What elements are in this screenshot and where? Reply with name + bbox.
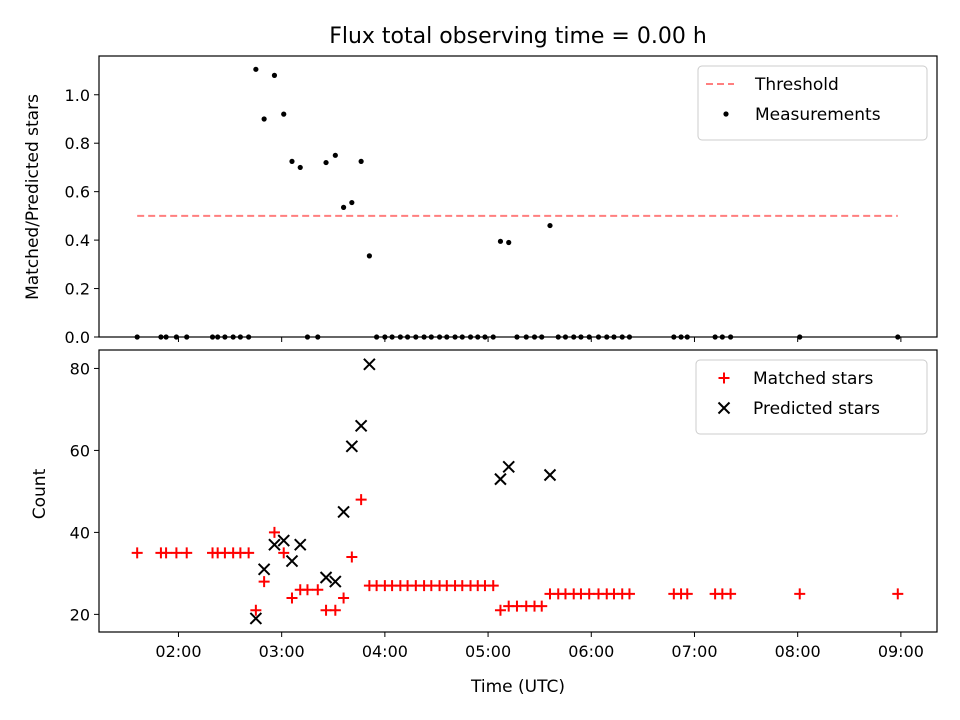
matched-stars-point: [181, 547, 193, 559]
x-tick-label: 04:00: [362, 642, 408, 661]
predicted-stars-point: [345, 440, 359, 453]
x-tick-label: 08:00: [775, 642, 821, 661]
y-tick-label: 40: [70, 523, 90, 542]
matched-stars-point: [268, 526, 280, 538]
x-tick-label: 06:00: [568, 642, 614, 661]
predicted-stars-point: [337, 505, 350, 519]
matched-stars-point: [355, 494, 367, 506]
measurements-point: [358, 158, 364, 164]
legend: Matched stars Predicted stars: [695, 359, 928, 435]
y-tick-label: 80: [70, 359, 90, 378]
x-tick-label: 07:00: [671, 642, 717, 661]
bottom-y-axis-label: Count: [30, 468, 50, 519]
measurements-point: [261, 116, 267, 122]
legend-swatch-predicted-stars: [717, 401, 731, 415]
plot-frame: [98, 55, 938, 338]
matched-stars-point: [160, 547, 172, 559]
predicted-stars-point: [268, 538, 281, 551]
predicted-stars-point: [257, 563, 271, 576]
legend-box: [697, 65, 928, 141]
measurements-point: [547, 222, 553, 229]
matched-stars-point: [494, 604, 506, 616]
x-tick-label: 03:00: [259, 642, 305, 661]
y-tick-label: 0.0: [65, 328, 90, 347]
x-tick-label: 05:00: [465, 642, 511, 661]
predicted-stars-point: [249, 612, 263, 625]
matched-stars-point: [681, 588, 693, 600]
predicted-stars-point: [502, 460, 515, 474]
matched-stars-point: [511, 600, 523, 612]
legend: Threshold Measurements: [697, 65, 928, 141]
predicted-stars-point: [319, 571, 333, 584]
matched-stars-point: [623, 588, 635, 600]
matched-stars-point: [243, 547, 255, 559]
matched-stars-point: [725, 588, 737, 600]
plot-frame: [98, 349, 938, 633]
top-y-axis-label: Matched/Predicted stars: [23, 94, 43, 300]
bottom-plot-area: 20 40 60 80 02:00 03:00 04:00 05:00 06:00 07:00 08…: [70, 349, 938, 661]
matched-stars-point: [536, 600, 548, 612]
y-tick-label: 0.2: [65, 280, 90, 299]
matched-stars-point: [583, 588, 595, 600]
matched-stars-point: [301, 584, 313, 596]
y-tick-label: 60: [70, 441, 90, 460]
legend-label-measurements: Measurements: [755, 105, 881, 125]
y-tick-label: 1.0: [65, 86, 90, 105]
measurements-point: [366, 253, 372, 259]
bottom-x-axis-label: Time (UTC): [470, 677, 565, 697]
top-chart-title: Flux total observing time = 0.00 h: [329, 24, 707, 49]
matched-stars-point: [338, 592, 350, 604]
legend-swatch-measurements: [723, 111, 729, 117]
measurements-point: [332, 152, 338, 158]
matched-stars-point: [320, 604, 332, 616]
top-plot-area: 0.0 0.2 0.4 0.6 0.8 1.0 Threshold Measurements: [65, 55, 938, 347]
predicted-stars-point: [285, 554, 299, 568]
matched-stars-point: [329, 604, 341, 616]
legend-label-matched-stars: Matched stars: [753, 369, 873, 389]
measurements-point: [340, 204, 347, 211]
x-tick-label: 02:00: [155, 642, 201, 661]
matched-stars-point: [250, 604, 262, 616]
measurements-point: [253, 66, 259, 72]
predicted-stars-point: [329, 575, 342, 588]
matched-stars-point: [278, 547, 290, 559]
predicted-stars-point: [363, 358, 376, 371]
y-tick-label: 0.4: [65, 231, 90, 250]
x-tick-label: 09:00: [878, 642, 924, 661]
measurements-point: [497, 238, 504, 244]
matched-stars-point: [794, 588, 806, 600]
legend-box: [695, 359, 928, 435]
matched-stars-point: [286, 592, 298, 604]
measurements-point: [297, 164, 303, 171]
matched-stars-point: [487, 580, 499, 592]
predicted-stars-point: [277, 534, 290, 547]
legend-swatch-matched-stars: [718, 372, 730, 384]
predicted-stars-point: [354, 419, 368, 433]
predicted-stars-point: [543, 468, 557, 482]
measurements-point: [506, 239, 512, 246]
measurements-point: [289, 158, 295, 164]
y-tick-label: 20: [70, 605, 90, 624]
matched-stars-point: [131, 547, 143, 559]
matched-stars-point: [258, 576, 270, 588]
y-tick-label: 0.8: [65, 134, 90, 153]
matched-stars-point: [892, 588, 904, 600]
measurements-point: [323, 159, 329, 166]
matched-stars-point: [312, 584, 324, 596]
y-tick-label: 0.6: [65, 183, 90, 202]
predicted-stars-point: [494, 472, 507, 486]
measurements-point: [349, 199, 355, 206]
measurements-point: [271, 72, 278, 78]
legend-label-threshold: Threshold: [754, 75, 839, 95]
measurements-point: [281, 111, 287, 117]
legend-label-predicted-stars: Predicted stars: [753, 399, 880, 419]
predicted-stars-point: [294, 538, 307, 551]
matched-stars-point: [170, 547, 182, 559]
matched-stars-point: [346, 551, 358, 563]
